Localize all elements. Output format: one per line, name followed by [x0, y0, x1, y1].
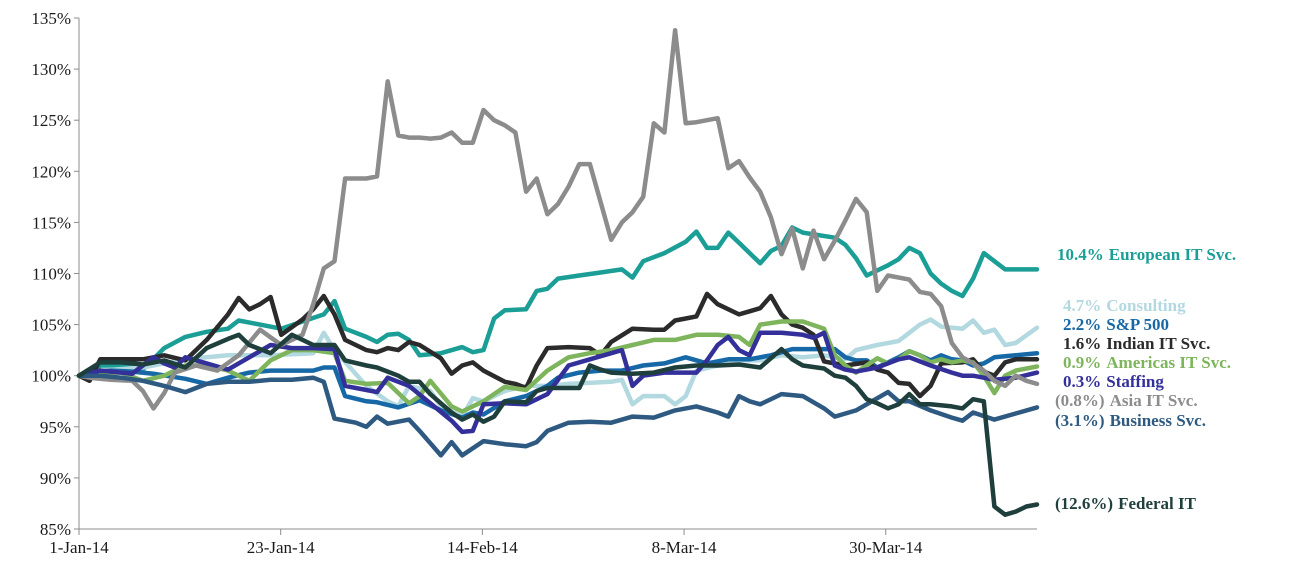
series-label: (3.1%) Business Svc. [1055, 411, 1206, 430]
x-tick-label: 8-Mar-14 [652, 538, 717, 557]
series-name-label: Asia IT Svc. [1110, 391, 1198, 410]
y-tick-label: 90% [40, 469, 71, 488]
series-value-label: 0.3% [1063, 372, 1101, 391]
series-name-label: Staffing [1106, 372, 1164, 391]
y-tick-label: 130% [31, 60, 71, 79]
series-label: 0.9% Americas IT Svc. [1063, 353, 1231, 372]
series-value-label: 10.4% [1057, 245, 1104, 264]
y-tick-label: 135% [31, 9, 71, 28]
series-end-labels: 10.4% European IT Svc. 4.7% Consulting 2.2% S… [1055, 245, 1236, 513]
x-tick-label: 23-Jan-14 [247, 538, 315, 557]
y-tick-label: 105% [31, 316, 71, 335]
series-label: 2.2% S&P 500 [1063, 315, 1169, 334]
series-label: 10.4% European IT Svc. [1057, 245, 1236, 264]
y-tick-label: 110% [32, 265, 71, 284]
series-name-label: S&P 500 [1106, 315, 1169, 334]
series-value-label: 0.9% [1063, 353, 1101, 372]
series-line-federal-it [76, 332, 1040, 517]
series-name-label: Business Svc. [1110, 411, 1206, 430]
y-tick-label: 85% [40, 520, 71, 539]
y-tick-label: 125% [31, 111, 71, 130]
series-lines [76, 28, 1040, 517]
series-label: (12.6%) Federal IT [1055, 494, 1197, 513]
y-axis: 85% 90% 95% 100% 105% 110% 115% 120% 125% 130% 135… [31, 9, 80, 539]
series-value-label: (0.8%) [1055, 391, 1105, 410]
x-tick-label: 14-Feb-14 [447, 538, 518, 557]
series-name-label: Federal IT [1118, 494, 1197, 513]
series-name-label: Consulting [1106, 296, 1186, 315]
series-value-label: 1.6% [1063, 334, 1101, 353]
y-tick-label: 115% [32, 213, 71, 232]
x-tick-label: 30-Mar-14 [849, 538, 923, 557]
series-label: (0.8%) Asia IT Svc. [1055, 391, 1198, 410]
series-label: 4.7% Consulting [1063, 296, 1186, 315]
series-value-label: (3.1%) [1055, 411, 1105, 430]
y-tick-label: 120% [31, 162, 71, 181]
series-value-label: 2.2% [1063, 315, 1101, 334]
series-label: 0.3% Staffing [1063, 372, 1164, 391]
series-line-americas-it-svc [76, 319, 1040, 414]
series-line-staffing [76, 330, 1040, 435]
series-value-label: 4.7% [1063, 296, 1101, 315]
series-line-business-svc [76, 373, 1040, 458]
y-tick-label: 100% [31, 367, 71, 386]
y-tick-label: 95% [40, 418, 71, 437]
series-line-indian-it-svc [76, 291, 1040, 399]
series-label: 1.6% Indian IT Svc. [1063, 334, 1210, 353]
series-name-label: European IT Svc. [1109, 245, 1236, 264]
series-name-label: Americas IT Svc. [1106, 353, 1231, 372]
x-axis: 1-Jan-14 23-Jan-14 14-Feb-14 8-Mar-14 30-Mar… [49, 528, 1037, 557]
series-value-label: (12.6%) [1055, 494, 1113, 513]
series-line-asia-it-svc [76, 28, 1040, 411]
x-tick-label: 1-Jan-14 [49, 538, 109, 557]
series-name-label: Indian IT Svc. [1106, 334, 1210, 353]
